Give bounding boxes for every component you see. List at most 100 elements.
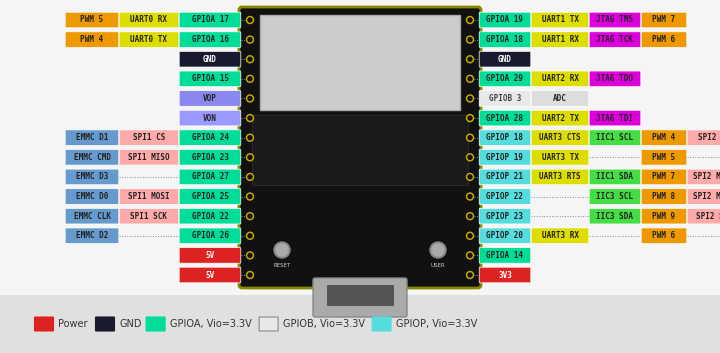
FancyBboxPatch shape (642, 228, 687, 244)
FancyBboxPatch shape (480, 110, 531, 126)
Text: VOP: VOP (203, 94, 217, 103)
Text: IIC1 SDA: IIC1 SDA (596, 172, 634, 181)
FancyBboxPatch shape (531, 110, 589, 126)
Text: GND: GND (119, 319, 142, 329)
FancyBboxPatch shape (372, 317, 391, 331)
Text: UART1 TX: UART1 TX (541, 16, 578, 24)
Text: GPIOP 18: GPIOP 18 (487, 133, 523, 142)
Text: SPI2 SCK: SPI2 SCK (696, 212, 720, 221)
FancyBboxPatch shape (480, 91, 531, 106)
FancyBboxPatch shape (480, 32, 531, 47)
FancyBboxPatch shape (120, 150, 179, 165)
Text: UART3 RTS: UART3 RTS (539, 172, 581, 181)
Circle shape (246, 213, 253, 220)
Text: GPIOA 26: GPIOA 26 (192, 231, 228, 240)
FancyBboxPatch shape (480, 150, 531, 165)
FancyBboxPatch shape (179, 228, 240, 244)
Circle shape (468, 18, 472, 22)
Circle shape (468, 195, 472, 198)
FancyBboxPatch shape (146, 317, 165, 331)
Circle shape (246, 56, 253, 63)
FancyBboxPatch shape (642, 150, 687, 165)
FancyBboxPatch shape (35, 317, 53, 331)
Circle shape (248, 96, 252, 101)
FancyBboxPatch shape (313, 278, 407, 317)
Text: JTAG TCK: JTAG TCK (596, 35, 634, 44)
Text: UART2 TX: UART2 TX (541, 114, 578, 122)
Circle shape (468, 273, 472, 277)
FancyBboxPatch shape (179, 208, 240, 224)
Text: EMMC D1: EMMC D1 (76, 133, 108, 142)
FancyBboxPatch shape (179, 52, 240, 67)
Text: GPIOP 19: GPIOP 19 (487, 153, 523, 162)
Text: VON: VON (203, 114, 217, 122)
FancyBboxPatch shape (120, 130, 179, 145)
Circle shape (467, 17, 474, 24)
Text: GPIOA 19: GPIOA 19 (487, 16, 523, 24)
FancyBboxPatch shape (687, 208, 720, 224)
Circle shape (468, 175, 472, 179)
Circle shape (468, 234, 472, 238)
Circle shape (246, 95, 253, 102)
FancyBboxPatch shape (179, 247, 240, 263)
Text: EMMC D3: EMMC D3 (76, 172, 108, 181)
Circle shape (467, 95, 474, 102)
Circle shape (467, 154, 474, 161)
Circle shape (248, 18, 252, 22)
FancyBboxPatch shape (120, 208, 179, 224)
Circle shape (246, 271, 253, 279)
Text: GPIOA 14: GPIOA 14 (487, 251, 523, 260)
FancyBboxPatch shape (480, 12, 531, 28)
FancyBboxPatch shape (480, 267, 531, 283)
Text: GPIOA, Vio=3.3V: GPIOA, Vio=3.3V (170, 319, 251, 329)
Circle shape (467, 271, 474, 279)
FancyBboxPatch shape (589, 208, 641, 224)
Circle shape (468, 96, 472, 101)
Circle shape (248, 253, 252, 257)
Bar (327, 285, 393, 305)
Text: PWM 7: PWM 7 (652, 172, 675, 181)
FancyBboxPatch shape (589, 71, 641, 86)
FancyBboxPatch shape (589, 12, 641, 28)
FancyBboxPatch shape (66, 150, 119, 165)
Circle shape (248, 273, 252, 277)
FancyBboxPatch shape (480, 189, 531, 204)
FancyBboxPatch shape (531, 130, 589, 145)
Circle shape (248, 195, 252, 198)
FancyBboxPatch shape (480, 130, 531, 145)
Text: GPIOA 18: GPIOA 18 (487, 35, 523, 44)
Circle shape (246, 115, 253, 121)
Bar (0, 295, 720, 353)
FancyBboxPatch shape (179, 267, 240, 283)
Text: GPIOA 16: GPIOA 16 (192, 35, 228, 44)
FancyBboxPatch shape (531, 169, 589, 185)
Circle shape (468, 136, 472, 140)
Text: 3V3: 3V3 (498, 270, 512, 280)
Text: SPI2 MOSI: SPI2 MOSI (693, 192, 720, 201)
FancyBboxPatch shape (179, 12, 240, 28)
FancyBboxPatch shape (480, 228, 531, 244)
Text: PWM 4: PWM 4 (81, 35, 104, 44)
Circle shape (432, 244, 444, 256)
Text: PWM 8: PWM 8 (652, 192, 675, 201)
Circle shape (430, 242, 446, 258)
Text: GPIOA 22: GPIOA 22 (192, 212, 228, 221)
FancyBboxPatch shape (531, 71, 589, 86)
FancyBboxPatch shape (642, 208, 687, 224)
Text: IIC3 SDA: IIC3 SDA (596, 212, 634, 221)
Text: IIC3 SCL: IIC3 SCL (596, 192, 634, 201)
Text: GPIOA 25: GPIOA 25 (192, 192, 228, 201)
FancyBboxPatch shape (120, 12, 179, 28)
Text: GPIOP, Vio=3.3V: GPIOP, Vio=3.3V (395, 319, 477, 329)
Text: GND: GND (203, 55, 217, 64)
Text: UART0 TX: UART0 TX (130, 35, 168, 44)
Text: GPIOA 29: GPIOA 29 (487, 74, 523, 83)
Circle shape (248, 214, 252, 218)
Text: EMMC CLK: EMMC CLK (73, 212, 110, 221)
Circle shape (467, 173, 474, 180)
Text: PWM 7: PWM 7 (652, 16, 675, 24)
FancyBboxPatch shape (96, 317, 114, 331)
Text: UART0 RX: UART0 RX (130, 16, 168, 24)
Text: GPIOP 20: GPIOP 20 (487, 231, 523, 240)
Text: JTAG TDO: JTAG TDO (596, 74, 634, 83)
